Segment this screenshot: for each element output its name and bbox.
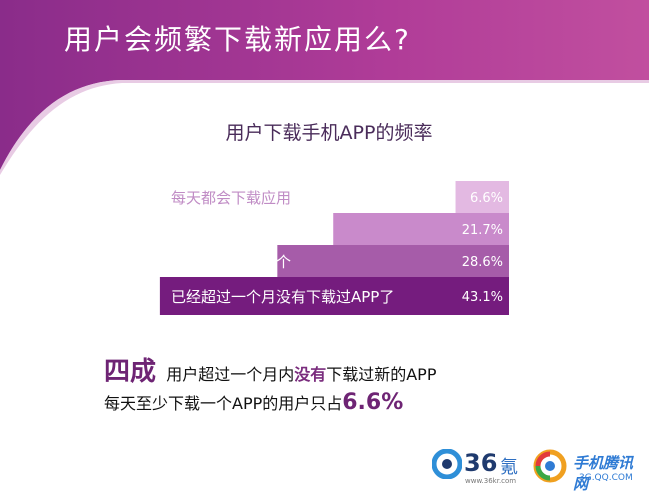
category-label-1: 每天都会下载应用 xyxy=(171,189,291,207)
logo-qq-title: 手机腾讯网 xyxy=(573,454,634,493)
summary-line1-a: 用户超过一个月内 xyxy=(166,365,295,384)
value-label-4: 43.1% xyxy=(462,290,503,305)
funnel-bar-3 xyxy=(277,245,509,277)
value-label-2: 21.7% xyxy=(462,223,503,238)
summary-line1-b: 下载过新的APP xyxy=(326,365,437,384)
value-label-3: 28.6% xyxy=(462,255,503,270)
category-label-4: 已经超过一个月没有下载过APP了 xyxy=(171,288,394,306)
summary-line-2: 每天至少下载一个APP的用户只占6.6% xyxy=(104,390,403,415)
logo-qq-mobile: 手机腾讯网 3G.QQ.COM xyxy=(533,447,645,493)
logo-36kr-url: www.36kr.com xyxy=(465,477,517,485)
logo-qq-url: 3G.QQ.COM xyxy=(579,473,633,483)
summary-line-1: 四成 用户超过一个月内没有下载过新的APP xyxy=(104,351,436,388)
logo-36kr-glyph: 氪 xyxy=(500,457,518,478)
chart-title: 用户下载手机APP的频率 xyxy=(225,122,433,144)
tencent-logo-icon xyxy=(533,449,567,483)
funnel-bar-2 xyxy=(333,213,509,245)
funnel-bar-4 xyxy=(159,277,509,315)
summary-lead: 四成 xyxy=(104,357,157,387)
slide-title: 用户会频繁下载新应用么? xyxy=(64,23,411,56)
category-label-2: 每周至少下载一个 xyxy=(171,221,291,239)
summary-line2-a: 每天至少下载一个APP的用户只占 xyxy=(104,394,343,413)
category-label-3: 每月至少下载一个 xyxy=(171,253,291,271)
summary-line2-value: 6.6% xyxy=(342,390,404,415)
logo-36kr-number: 36 xyxy=(464,449,498,477)
36kr-logo-icon xyxy=(432,449,462,479)
funnel-bar-1 xyxy=(455,181,509,213)
summary-line1-highlight: 没有 xyxy=(294,365,327,384)
title-banner xyxy=(0,0,649,175)
logo-36kr: 36 氪 www.36kr.com xyxy=(432,447,524,489)
value-label-1: 6.6% xyxy=(470,191,503,206)
